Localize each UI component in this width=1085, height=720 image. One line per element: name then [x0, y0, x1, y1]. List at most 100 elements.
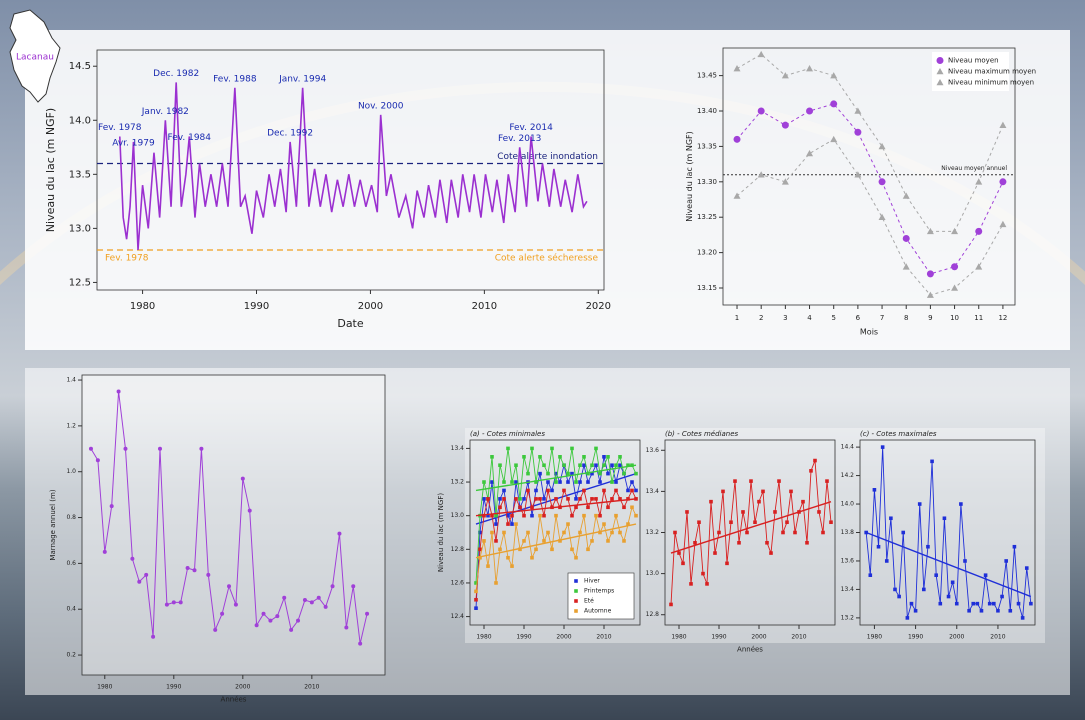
y-tick-label: 12.4 — [451, 613, 465, 620]
point — [725, 561, 729, 566]
point — [365, 611, 370, 616]
point — [926, 227, 934, 235]
point — [590, 539, 594, 543]
point — [542, 497, 546, 501]
peak-annotation: Fev. 1984 — [168, 133, 212, 143]
point — [538, 455, 542, 459]
panel-title: (c) - Cotes maximales — [860, 430, 937, 438]
x-tick-label: 2010 — [304, 684, 319, 691]
x-tick-label: 2010 — [472, 301, 497, 312]
point — [594, 497, 598, 501]
y-tick-label: 13.6 — [841, 557, 855, 564]
x-tick-label: 2000 — [556, 634, 571, 641]
point — [868, 573, 873, 577]
point — [566, 497, 570, 501]
point — [534, 480, 538, 484]
threshold-annotation: Fev. 1978 — [105, 254, 149, 264]
point — [510, 522, 514, 526]
point — [769, 551, 773, 555]
legend-marker — [936, 68, 944, 75]
point — [538, 497, 542, 501]
point — [199, 446, 204, 451]
point — [893, 587, 897, 592]
y-tick-label: 13.25 — [697, 213, 717, 221]
point — [254, 623, 259, 628]
peak-annotation: Fev. 2013 — [498, 134, 541, 144]
point — [854, 128, 862, 136]
point — [689, 582, 693, 586]
point — [268, 618, 273, 623]
point — [884, 559, 889, 563]
threshold-label: Cote alerte sécheresse — [495, 253, 599, 264]
point — [574, 555, 578, 560]
point — [1016, 601, 1021, 606]
point — [905, 616, 910, 620]
point — [806, 65, 814, 72]
y-tick-label: 13.30 — [697, 178, 717, 186]
point — [282, 595, 287, 600]
point — [618, 463, 622, 468]
threshold-label: Cote alerte inondation — [497, 152, 598, 162]
x-tick-label: 3 — [783, 314, 787, 322]
point — [275, 614, 280, 619]
point — [946, 594, 951, 599]
point — [737, 540, 741, 545]
point — [582, 513, 586, 518]
point — [809, 469, 813, 473]
point — [570, 446, 574, 451]
x-tick-label: 2 — [759, 314, 763, 322]
point — [697, 520, 701, 525]
point — [550, 547, 554, 552]
point — [902, 263, 910, 270]
x-tick-label: 2020 — [586, 301, 611, 312]
point — [622, 471, 626, 476]
point — [478, 555, 482, 560]
point — [486, 513, 490, 518]
point — [602, 455, 606, 459]
point — [717, 530, 721, 535]
trend-line — [865, 531, 1032, 598]
point — [622, 505, 626, 510]
point — [546, 488, 550, 493]
point — [1004, 559, 1008, 563]
point — [498, 463, 502, 468]
point — [506, 522, 510, 526]
point — [566, 522, 570, 526]
panel-title: (a) - Cotes minimales — [470, 430, 545, 438]
point — [574, 480, 578, 484]
point — [709, 499, 713, 504]
point — [490, 455, 494, 459]
point — [610, 463, 614, 468]
y-tick-label: 0.8 — [66, 514, 76, 521]
point — [554, 480, 558, 484]
point — [510, 480, 514, 484]
point — [685, 510, 689, 514]
peak-annotation: Avr. 1979 — [112, 138, 155, 148]
point — [626, 522, 630, 526]
point — [164, 602, 169, 607]
point — [542, 513, 546, 518]
y-tick-label: 13.35 — [697, 142, 717, 150]
point — [109, 504, 114, 509]
point — [590, 471, 594, 476]
legend-label: Niveau moyen — [948, 57, 999, 65]
legend-marker — [574, 579, 578, 583]
point — [701, 571, 705, 576]
point — [526, 488, 530, 493]
point — [570, 547, 574, 552]
point — [753, 520, 757, 525]
point — [289, 627, 294, 632]
point — [550, 446, 554, 451]
x-tick-label: 7 — [880, 314, 884, 322]
point — [554, 497, 558, 501]
point — [626, 463, 630, 468]
point — [765, 540, 769, 545]
point — [959, 502, 963, 506]
point — [801, 499, 805, 504]
point — [761, 489, 765, 494]
point — [522, 513, 526, 518]
point — [213, 627, 218, 632]
point — [713, 551, 717, 555]
x-tick-label: 1980 — [97, 684, 112, 691]
peak-annotation: Fev. 1978 — [98, 123, 142, 133]
